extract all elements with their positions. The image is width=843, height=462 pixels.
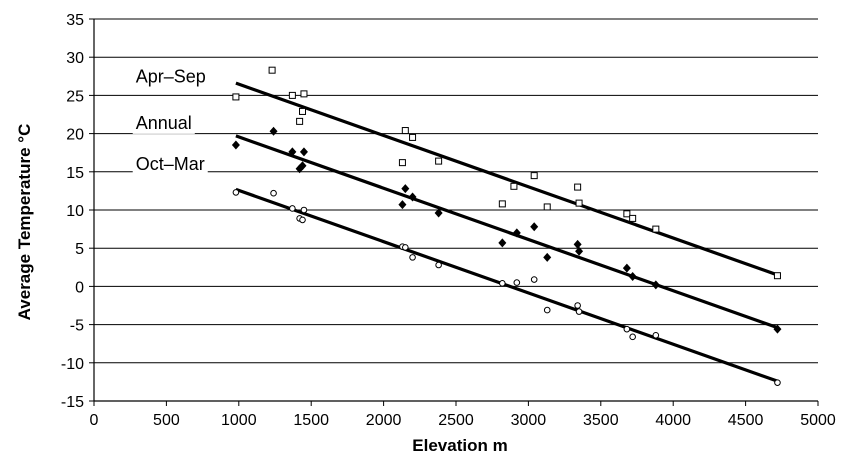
trend-line: [235, 187, 778, 383]
data-point: [652, 225, 660, 233]
data-point: [773, 272, 781, 280]
data-point: [402, 244, 409, 251]
data-point: [652, 331, 660, 339]
data-point: [269, 126, 278, 136]
series-label: Annual: [136, 113, 192, 133]
y-tick-label: 15: [66, 165, 84, 182]
data-point: [270, 189, 277, 197]
data-point: [530, 276, 538, 283]
x-tick-label: 2500: [438, 412, 474, 429]
x-axis-title: Elevation m: [412, 436, 507, 455]
y-axis-title: Average Temperature °C: [15, 124, 34, 321]
data-point: [512, 228, 521, 238]
data-point: [409, 254, 416, 261]
data-point: [622, 263, 631, 273]
series-label-background: [132, 153, 208, 176]
data-point: [623, 210, 631, 218]
data-point: [288, 91, 296, 99]
data-point: [651, 280, 660, 290]
data-point: [232, 93, 240, 101]
trend-lines: [235, 81, 778, 383]
data-point: [289, 205, 296, 212]
data-point: [543, 203, 551, 211]
x-tick-label: 4500: [728, 412, 764, 429]
data-point: [543, 252, 552, 262]
data-point: [530, 222, 539, 232]
series-labels: Apr–Sep Annual Oct–Mar: [132, 65, 209, 176]
y-tick-label: 20: [66, 127, 84, 144]
data-point: [543, 306, 551, 314]
data-point: [296, 117, 304, 125]
data-point: [288, 147, 297, 157]
data-point: [629, 333, 636, 341]
axes: [89, 18, 819, 406]
data-point: [408, 192, 417, 202]
y-tick-labels: -15 -10 -5 0 5 10 15 20 25 30 35: [61, 12, 84, 411]
y-tick-label: 35: [66, 12, 84, 29]
x-tick-label: 1500: [293, 412, 329, 429]
x-tick-label: 500: [153, 412, 180, 429]
y-tick-label: 0: [75, 279, 84, 296]
x-tick-label: 3000: [511, 412, 547, 429]
data-point: [232, 189, 240, 196]
gridlines: [94, 18, 818, 402]
y-tick-label: 10: [66, 203, 84, 220]
data-point: [575, 308, 583, 315]
data-point: [774, 379, 781, 386]
x-tick-label: 0: [90, 412, 99, 429]
data-point: [574, 302, 581, 309]
data-point: [530, 172, 538, 180]
x-tick-label: 5000: [800, 412, 836, 429]
y-tick-label: 30: [66, 50, 84, 67]
trend-line: [235, 134, 778, 330]
data-point: [574, 183, 582, 191]
data-point: [499, 280, 506, 287]
data-point: [510, 182, 518, 190]
data-point: [435, 261, 442, 269]
data-point: [398, 200, 407, 210]
y-tick-label: -10: [61, 356, 84, 373]
x-tick-label: 4000: [655, 412, 691, 429]
y-tick-label: 25: [66, 88, 84, 105]
data-point: [575, 246, 584, 256]
series-label-background: [132, 111, 195, 134]
trend-line: [235, 81, 778, 277]
y-tick-label: -15: [61, 394, 84, 411]
data-point: [401, 127, 409, 135]
series-label: Apr–Sep: [136, 66, 206, 86]
series-label: Oct–Mar: [136, 154, 205, 174]
x-tick-label: 1000: [221, 412, 257, 429]
x-tick-label: 2000: [366, 412, 402, 429]
series-label-background: [132, 65, 209, 88]
data-point: [498, 200, 506, 208]
data-points: [231, 66, 782, 386]
data-point: [573, 239, 582, 249]
data-point: [268, 66, 276, 74]
data-point: [773, 324, 782, 334]
data-point: [300, 90, 308, 98]
data-point: [300, 206, 308, 214]
data-point: [629, 214, 637, 222]
data-point: [623, 325, 631, 333]
data-point: [401, 184, 410, 194]
data-point: [628, 271, 637, 281]
data-point: [398, 159, 406, 167]
x-tick-labels: 0 500 1000 1500 2000 2500 3000 3500 4000 4500 5000: [90, 412, 836, 429]
data-point: [298, 161, 307, 171]
data-point: [409, 133, 417, 141]
x-tick-label: 3500: [583, 412, 619, 429]
data-point: [435, 157, 443, 165]
data-point: [498, 238, 507, 248]
data-point: [299, 147, 308, 157]
y-tick-label: 5: [75, 241, 84, 258]
data-point: [231, 140, 240, 150]
data-point: [513, 279, 521, 286]
data-point: [299, 216, 306, 224]
data-point: [575, 199, 583, 207]
y-tick-label: -5: [70, 318, 84, 335]
data-point: [434, 208, 443, 218]
data-point: [299, 107, 307, 115]
